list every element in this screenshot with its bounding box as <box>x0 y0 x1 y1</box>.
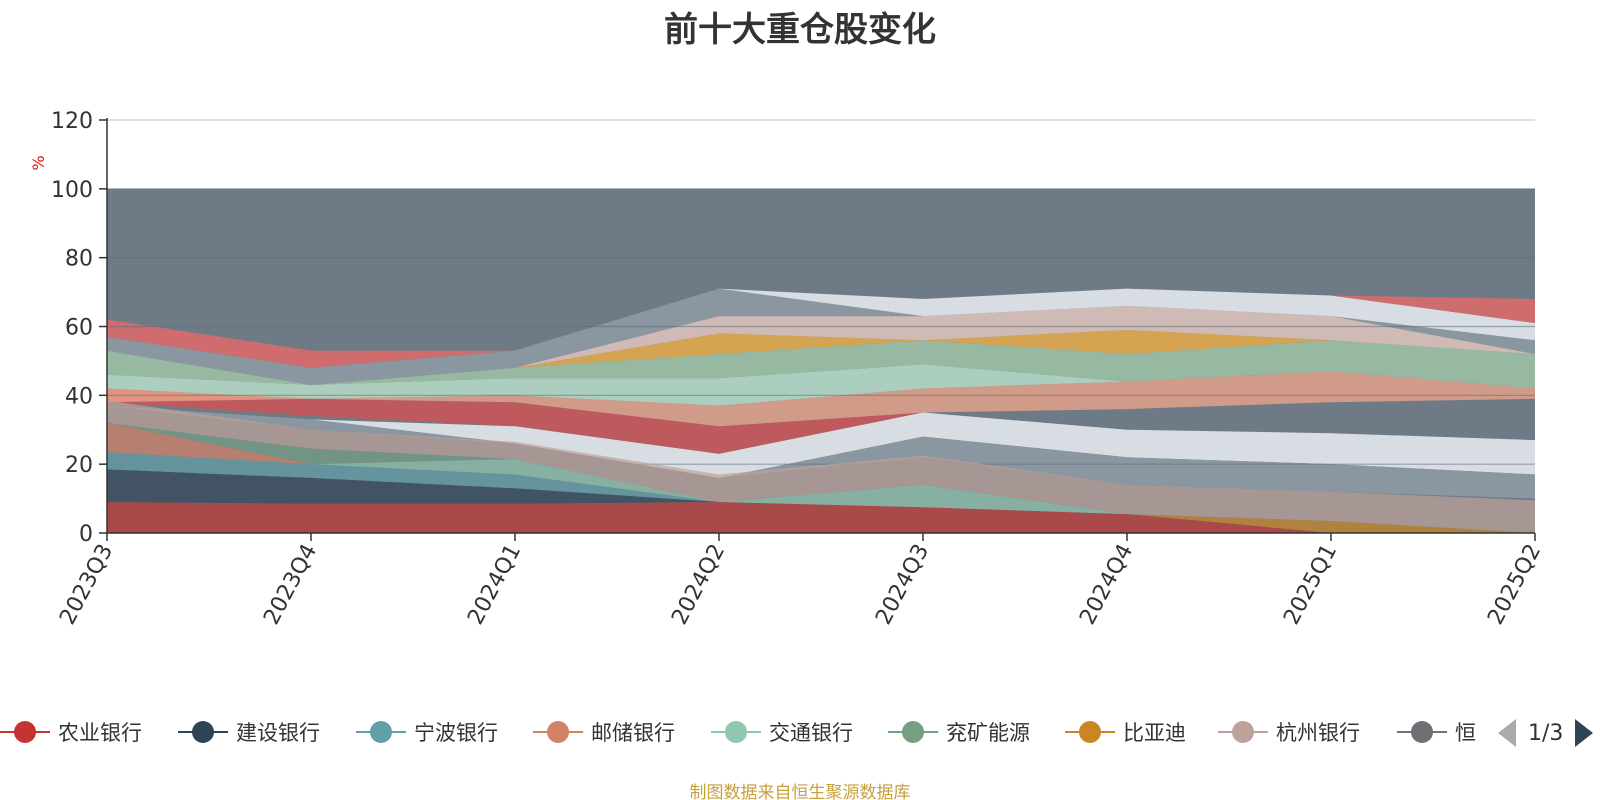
legend-marker-icon <box>533 719 583 745</box>
chart-title: 前十大重仓股变化 <box>664 10 936 50</box>
series-area-2[interactable]: 宁波银行 <box>107 452 1535 533</box>
series-area-7[interactable]: 杭州银行 <box>107 400 1535 533</box>
legend-next-icon[interactable] <box>1575 719 1594 747</box>
band-f <box>107 305 1535 386</box>
y-tick-label: 20 <box>65 453 93 478</box>
legend-marker-icon <box>1397 719 1447 745</box>
legend-label: 建设银行 <box>236 721 320 745</box>
legend: 农业银行 建设银行 宁波银行 邮储银行 交通银行 兖矿能源 比亚迪 杭州银行 恒 <box>0 712 1480 752</box>
y-tick-label: 0 <box>79 522 93 547</box>
source-note: 制图数据来自恒生聚源数据库 <box>689 783 911 800</box>
legend-label: 杭州银行 <box>1276 721 1360 745</box>
x-tick-label: 2024Q3 <box>871 540 934 629</box>
legend-item[interactable]: 比亚迪 <box>1065 712 1186 752</box>
legend-item[interactable]: 农业银行 <box>0 712 142 752</box>
band-d <box>107 340 1535 389</box>
legend-item[interactable]: 杭州银行 <box>1218 712 1360 752</box>
x-tick-label: 2023Q3 <box>55 540 118 629</box>
y-tick-label: 40 <box>65 384 93 409</box>
series-area-0[interactable]: 农业银行 <box>107 502 1535 533</box>
legend-item[interactable]: 邮储银行 <box>533 712 675 752</box>
legend-item[interactable]: 交通银行 <box>711 712 853 752</box>
legend-label: 恒 <box>1455 721 1476 745</box>
series-area-1[interactable]: 建设银行 <box>107 469 1535 533</box>
y-tick-label: 120 <box>51 109 93 134</box>
legend-label: 农业银行 <box>58 721 142 745</box>
legend-pager: 1/3 <box>1498 716 1594 750</box>
band-h <box>107 288 1535 368</box>
x-tick-label: 2024Q4 <box>1075 540 1138 629</box>
y-tick-label: 80 <box>65 247 93 272</box>
legend-label: 交通银行 <box>769 721 853 745</box>
x-tick-label: 2024Q1 <box>463 540 526 629</box>
band-e <box>107 329 1535 386</box>
legend-item[interactable]: 恒 <box>1397 712 1476 752</box>
legend-item[interactable]: 建设银行 <box>178 712 320 752</box>
legend-marker-icon <box>1065 719 1115 745</box>
band-j <box>107 412 1535 478</box>
x-tick-label: 2024Q2 <box>667 540 730 629</box>
band-k <box>107 405 1535 499</box>
legend-prev-icon[interactable] <box>1498 719 1516 747</box>
y-tick-label: 100 <box>51 178 93 203</box>
legend-label: 兖矿能源 <box>946 721 1030 745</box>
legend-label: 邮储银行 <box>591 721 675 745</box>
legend-marker-icon <box>178 719 228 745</box>
grid-lines <box>107 119 1535 465</box>
y-tick-label: 60 <box>65 316 93 341</box>
x-tick-label: 2025Q2 <box>1483 540 1546 629</box>
x-tick-label: 2025Q1 <box>1279 540 1342 629</box>
legend-item[interactable]: 兖矿能源 <box>888 712 1030 752</box>
legend-marker-icon <box>0 719 50 745</box>
x-tick-label: 2023Q4 <box>259 540 322 629</box>
band-a <box>107 388 1535 454</box>
legend-label: 比亚迪 <box>1123 721 1186 745</box>
legend-page-info: 1/3 <box>1528 720 1564 746</box>
legend-marker-icon <box>356 719 406 745</box>
legend-marker-icon <box>711 719 761 745</box>
y-axis-label: % <box>29 155 48 170</box>
legend-marker-icon <box>888 719 938 745</box>
legend-label: 宁波银行 <box>414 721 498 745</box>
legend-marker-icon <box>1218 719 1268 745</box>
band-g <box>107 288 1535 386</box>
legend-item[interactable]: 宁波银行 <box>356 712 498 752</box>
band-b <box>107 371 1535 427</box>
